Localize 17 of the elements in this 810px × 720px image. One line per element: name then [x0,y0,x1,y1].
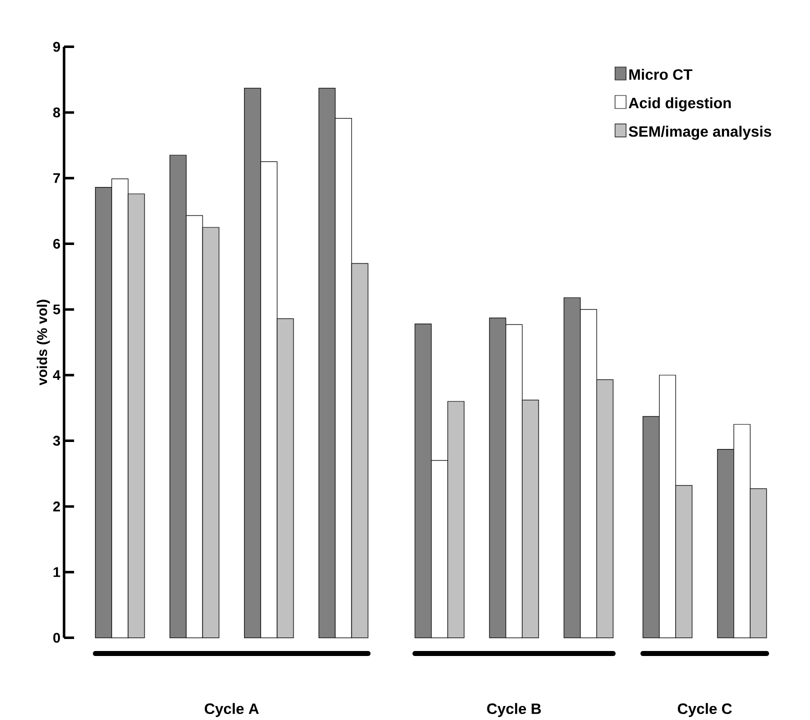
y-tick-label: 8 [53,107,60,118]
y-tick-label: 2 [53,501,60,512]
y-tick-label: 4 [52,370,60,380]
legend-label: Acid digestion [628,97,731,112]
text: Cycle B [487,702,541,717]
y-tick-label: 0 [53,632,60,643]
y-tick-label: 6 [53,238,60,249]
y-tick-label: 1 [54,567,60,577]
y-axis-title: voids (% vol) [36,300,50,386]
text: Cycle C [678,702,732,717]
y-tick-label: 3 [53,436,60,446]
y-tick-label: 9 [53,42,60,52]
legend-label: Micro CT [629,68,692,80]
legend-label: SEM/image analysis [628,126,772,140]
text: Cycle A [204,702,259,717]
y-tick-label: 5 [53,304,60,314]
y-tick-label: 7 [53,173,60,183]
